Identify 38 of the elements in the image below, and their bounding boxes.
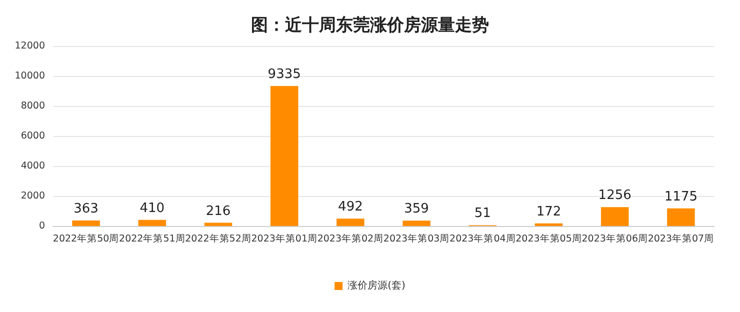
bar <box>270 86 298 226</box>
data-label: 492 <box>338 200 363 215</box>
data-label: 172 <box>536 204 562 220</box>
y-tick-label: 4000 <box>20 160 45 172</box>
bar <box>72 220 100 226</box>
x-tick-label: 2022年第51周 <box>119 232 186 244</box>
y-tick-label: 6000 <box>20 130 45 142</box>
bar <box>138 220 166 226</box>
data-label: 9335 <box>268 66 301 82</box>
bar <box>600 207 629 226</box>
y-tick-label: 12000 <box>14 40 45 52</box>
bar <box>667 208 695 226</box>
data-label: 1256 <box>598 188 632 204</box>
bar <box>204 222 232 226</box>
chart-title: 图：近十周东莞涨价房源量走势 <box>251 16 489 36</box>
x-tick-label: 2023年第02周 <box>317 232 384 244</box>
legend-label: 涨价房源(套) <box>348 280 406 292</box>
x-tick-label: 2023年第03周 <box>383 232 450 244</box>
x-tick-label: 2022年第50周 <box>52 232 120 244</box>
bar <box>402 220 430 226</box>
bar <box>534 223 563 226</box>
data-label: 51 <box>474 206 491 222</box>
x-tick-label: 2023年第04周 <box>450 232 516 244</box>
bar <box>336 218 364 226</box>
data-label: 1175 <box>664 189 698 204</box>
y-tick-label: 8000 <box>20 100 45 112</box>
y-tick-label: 0 <box>38 220 45 232</box>
x-tick-label: 2023年第05周 <box>516 232 582 244</box>
data-label: 410 <box>140 200 165 216</box>
x-tick-label: 2023年第07周 <box>648 232 714 244</box>
x-tick-label: 2022年第52周 <box>185 232 252 244</box>
y-tick-label: 10000 <box>14 70 45 82</box>
data-label: 216 <box>206 204 231 219</box>
data-label: 363 <box>74 202 98 217</box>
x-tick-label: 2023年第06周 <box>582 232 648 244</box>
data-label: 359 <box>404 202 429 217</box>
x-tick-label: 2023年第01周 <box>251 232 318 244</box>
y-tick-label: 2000 <box>20 190 45 202</box>
